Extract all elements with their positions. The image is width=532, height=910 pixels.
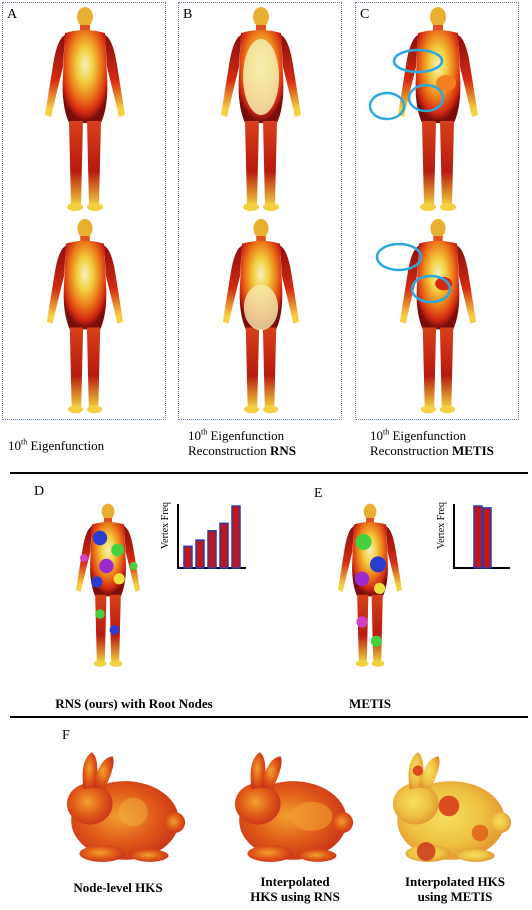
section-f-label: F <box>62 728 70 743</box>
caption-c-line2-bold: METIS <box>451 443 494 458</box>
caption-d: RNS (ours) with Root Nodes <box>55 696 213 711</box>
caption-a-line1-sup: th <box>21 437 28 447</box>
histogram-e-ylabel: Vertex Freq <box>435 502 447 549</box>
histogram-bar <box>482 507 492 569</box>
caption-c-line1-post: Eigenfunction <box>389 428 467 443</box>
histogram-d: Vertex Freq <box>160 490 248 574</box>
histogram-bar <box>219 522 229 569</box>
caption-b-line2-pre: Reconstruction <box>188 443 270 458</box>
human-back-reconstruction-rns <box>222 218 300 414</box>
caption-c-line2-pre: Reconstruction <box>370 443 452 458</box>
caption-c: 10th Eigenfunction Reconstruction METIS <box>370 428 494 458</box>
human-front-eigenfunction <box>45 7 125 211</box>
caption-b: 10th Eigenfunction Reconstruction RNS <box>188 428 296 458</box>
caption-c-line1-pre: 10 <box>370 428 383 443</box>
caption-f-1: Node-level HKS <box>48 880 188 895</box>
caption-f-3: Interpolated HKS using METIS <box>390 874 520 904</box>
human-rns-partition <box>76 503 140 667</box>
bunny-interpolated-metis <box>393 752 512 862</box>
histogram-d-ylabel: Vertex Freq <box>159 502 171 549</box>
caption-b-line2-bold: RNS <box>269 443 296 458</box>
human-back-eigenfunction <box>46 218 124 414</box>
histogram-bar <box>231 505 241 569</box>
caption-e: METIS <box>349 696 391 711</box>
human-metis-partition <box>338 503 402 667</box>
panel-label: B <box>183 7 193 22</box>
caption-a-line1-pre: 10 <box>8 438 21 453</box>
bunny-node-level-hks <box>67 752 186 862</box>
caption-f-3-line2: using METIS <box>417 889 493 904</box>
caption-b-line1-pre: 10 <box>188 428 201 443</box>
caption-f-2: Interpolated HKS using RNS <box>230 874 360 904</box>
human-back-reconstruction-metis <box>399 218 477 414</box>
caption-f-2-line1: Interpolated <box>260 874 330 889</box>
caption-f-3-line1: Interpolated HKS <box>404 874 506 889</box>
caption-b-line1-sup: th <box>201 427 208 437</box>
caption-c-line1-sup: th <box>383 427 390 437</box>
panel-label: A <box>7 7 18 22</box>
caption-b-line1-post: Eigenfunction <box>207 428 285 443</box>
section-d-label: D <box>34 484 45 499</box>
caption-f-2-line2: HKS using RNS <box>250 889 340 904</box>
caption-f-1-line1: Node-level HKS <box>73 880 163 895</box>
divider-bottom <box>10 716 528 718</box>
panel-b: B <box>178 2 342 420</box>
bunny-interpolated-rns <box>235 752 354 862</box>
human-front-reconstruction-rns <box>221 7 301 211</box>
histogram-e: Vertex Freq <box>436 490 512 574</box>
panel-a: A <box>2 2 166 420</box>
human-front-reconstruction-metis <box>398 7 478 211</box>
highlight-circles <box>368 48 452 304</box>
caption-a: 10th Eigenfunction <box>8 438 104 453</box>
section-e-label: E <box>314 486 323 501</box>
histogram-bar <box>195 539 205 569</box>
caption-a-line1-post: Eigenfunction <box>27 438 105 453</box>
histogram-bar <box>183 545 193 569</box>
divider-top <box>10 472 528 474</box>
panel-label: C <box>360 7 370 22</box>
histogram-bar <box>473 505 483 569</box>
histogram-bar <box>207 530 217 569</box>
panel-c: C <box>355 2 519 420</box>
